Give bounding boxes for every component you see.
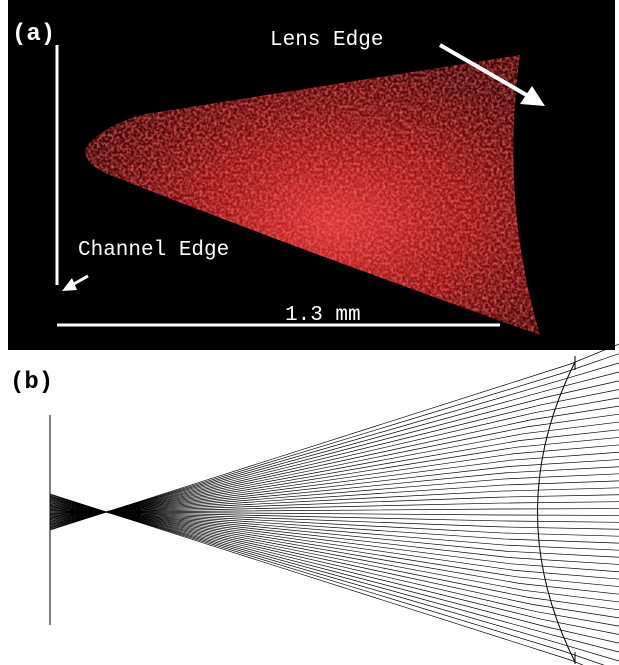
ray bbox=[50, 497, 619, 652]
page: {"panel_a": {"label": "(a)", "lens_edge"… bbox=[0, 0, 619, 665]
panel-label: (a) bbox=[12, 21, 55, 48]
ray bbox=[50, 344, 619, 530]
ray-group bbox=[50, 344, 619, 665]
panel-label: (b) bbox=[10, 369, 53, 396]
figure: (a) Lens Edge Channel Edge 1.3 mm (b) bbox=[0, 0, 619, 665]
lens-surface bbox=[538, 362, 576, 662]
channel-edge-label: Channel Edge bbox=[78, 239, 229, 262]
lens-edge-label: Lens Edge bbox=[270, 29, 383, 52]
scale-label: 1.3 mm bbox=[285, 304, 361, 327]
